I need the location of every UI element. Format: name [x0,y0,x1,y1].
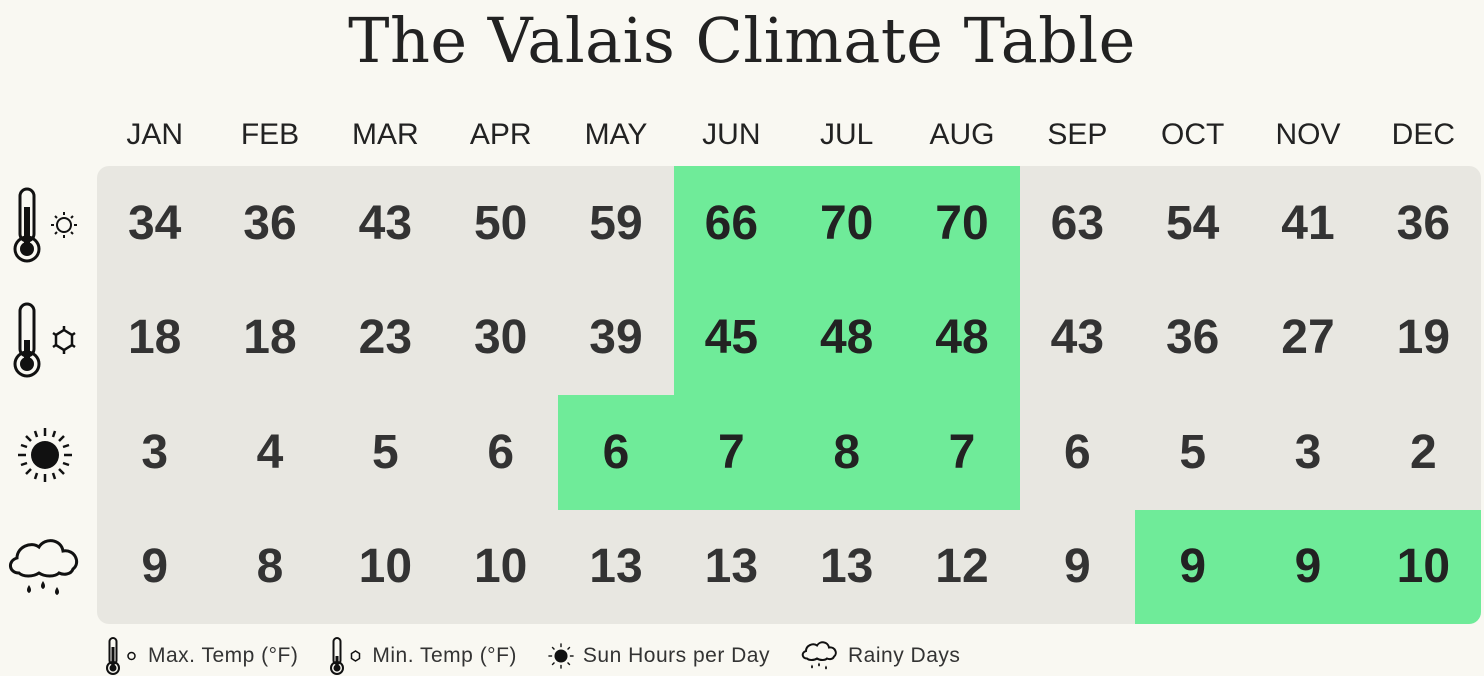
table-cell-sun-hours-mar: 5 [371,425,399,479]
table-cell-max-temp-feb: 36 [243,196,297,250]
month-label: DEC [1391,118,1455,151]
table-cell-max-temp-sep: 63 [1050,196,1105,250]
month-label: APR [469,118,532,151]
month-label: NOV [1275,118,1341,151]
legend-label: Sun Hours per Day [582,644,770,667]
table-cell-max-temp-aug: 70 [904,166,1020,281]
table-cell-min-temp-jun: 45 [673,280,789,395]
table-cell-sun-hours-jun: 7 [673,395,789,510]
thermometer-snowflake-icon [0,300,90,380]
table-cell-max-temp-apr: 50 [473,196,528,250]
sun-icon [548,643,574,669]
table-cell-min-temp-may: 39 [589,311,643,365]
legend-item-rainy-days: Rainy Days [800,638,960,674]
table-cell-min-temp-dec: 19 [1396,311,1451,365]
rain-cloud-icon [0,528,90,608]
thermometer-sun-icon [0,185,90,265]
sun-icon [0,415,90,495]
month-label: MAR [351,118,419,151]
table-cell-sun-hours-jul: 8 [789,395,905,510]
table-cell-min-temp-apr: 30 [473,311,528,365]
table-cell-min-temp-feb: 18 [243,311,297,365]
table-cell-max-temp-jul: 70 [789,166,905,281]
table-cell-rainy-days-apr: 10 [473,540,528,594]
table-cell-min-temp-jul: 48 [789,280,905,395]
table-cell-sun-hours-sep: 6 [1063,425,1091,479]
table-cell-max-temp-may: 59 [589,196,643,250]
legend-label: Max. Temp (°F) [148,644,299,667]
legend-label: Rainy Days [848,644,961,667]
table-cell-rainy-days-dec: 10 [1365,509,1481,624]
legend-item-sun-hours: Sun Hours per Day [547,642,770,670]
month-label: FEB [240,118,300,151]
table-cell-sun-hours-dec: 2 [1409,425,1437,479]
table-cell-sun-hours-jan: 3 [141,425,169,479]
table-cell-sun-hours-oct: 5 [1179,425,1207,479]
month-label: MAY [584,118,648,151]
table-cell-max-temp-jun: 66 [673,166,789,281]
table-cell-max-temp-oct: 54 [1165,196,1220,250]
table-cell-rainy-days-sep: 9 [1063,540,1091,594]
table-cell-rainy-days-mar: 10 [358,540,413,594]
table-cell-rainy-days-oct: 9 [1135,509,1251,624]
table-cell-max-temp-mar: 43 [358,196,413,250]
table-cell-sun-hours-apr: 6 [487,425,515,479]
page-title: The Valais Climate Table [348,4,1136,77]
thermometer-sun-icon [106,637,136,675]
month-header: JAN FEB MAR APR MAY JUN JUL AUG SEP OCT … [97,118,1481,152]
rain-cloud-icon [801,641,837,670]
table-cell-max-temp-jan: 34 [127,196,182,250]
month-label: AUG [929,118,995,151]
month-label: SEP [1047,118,1108,151]
table-cell-rainy-days-nov: 9 [1250,509,1366,624]
table-cell-max-temp-nov: 41 [1281,196,1335,250]
table-cell-max-temp-dec: 36 [1396,196,1451,250]
month-label: JUL [819,118,874,151]
table-cell-rainy-days-jan: 9 [141,540,169,594]
table-cell-min-temp-nov: 27 [1281,311,1335,365]
table-cell-min-temp-sep: 43 [1050,311,1105,365]
month-label: JAN [126,118,183,151]
table-cell-sun-hours-nov: 3 [1294,425,1322,479]
table-cell-rainy-days-aug: 12 [935,540,989,594]
table-cell-rainy-days-feb: 8 [256,540,284,594]
legend-item-min-temp: Min. Temp (°F) [328,636,517,676]
legend-item-max-temp: Max. Temp (°F) [104,636,298,676]
table-cell-min-temp-oct: 36 [1165,311,1220,365]
legend-label: Min. Temp (°F) [372,644,517,667]
legend: Max. Temp (°F) Min. Temp (°F) Sun Hours … [104,636,960,676]
table-cell-sun-hours-feb: 4 [256,425,284,479]
month-label: JUN [702,118,761,151]
month-label: OCT [1161,118,1225,151]
table-cell-min-temp-aug: 48 [904,280,1020,395]
thermometer-snowflake-icon [330,637,361,675]
table-cell-sun-hours-aug: 7 [904,395,1020,510]
climate-table: 34 36 43 50 59 66 70 70 63 54 41 36 18 18 23 30 39 45 48 48… [97,166,1481,624]
table-cell-rainy-days-may: 13 [589,540,643,594]
table-cell-rainy-days-jun: 13 [704,540,759,594]
table-cell-min-temp-mar: 23 [358,311,413,365]
table-cell-rainy-days-jul: 13 [819,540,874,594]
table-cell-min-temp-jan: 18 [127,311,182,365]
table-cell-sun-hours-may: 6 [558,395,674,510]
